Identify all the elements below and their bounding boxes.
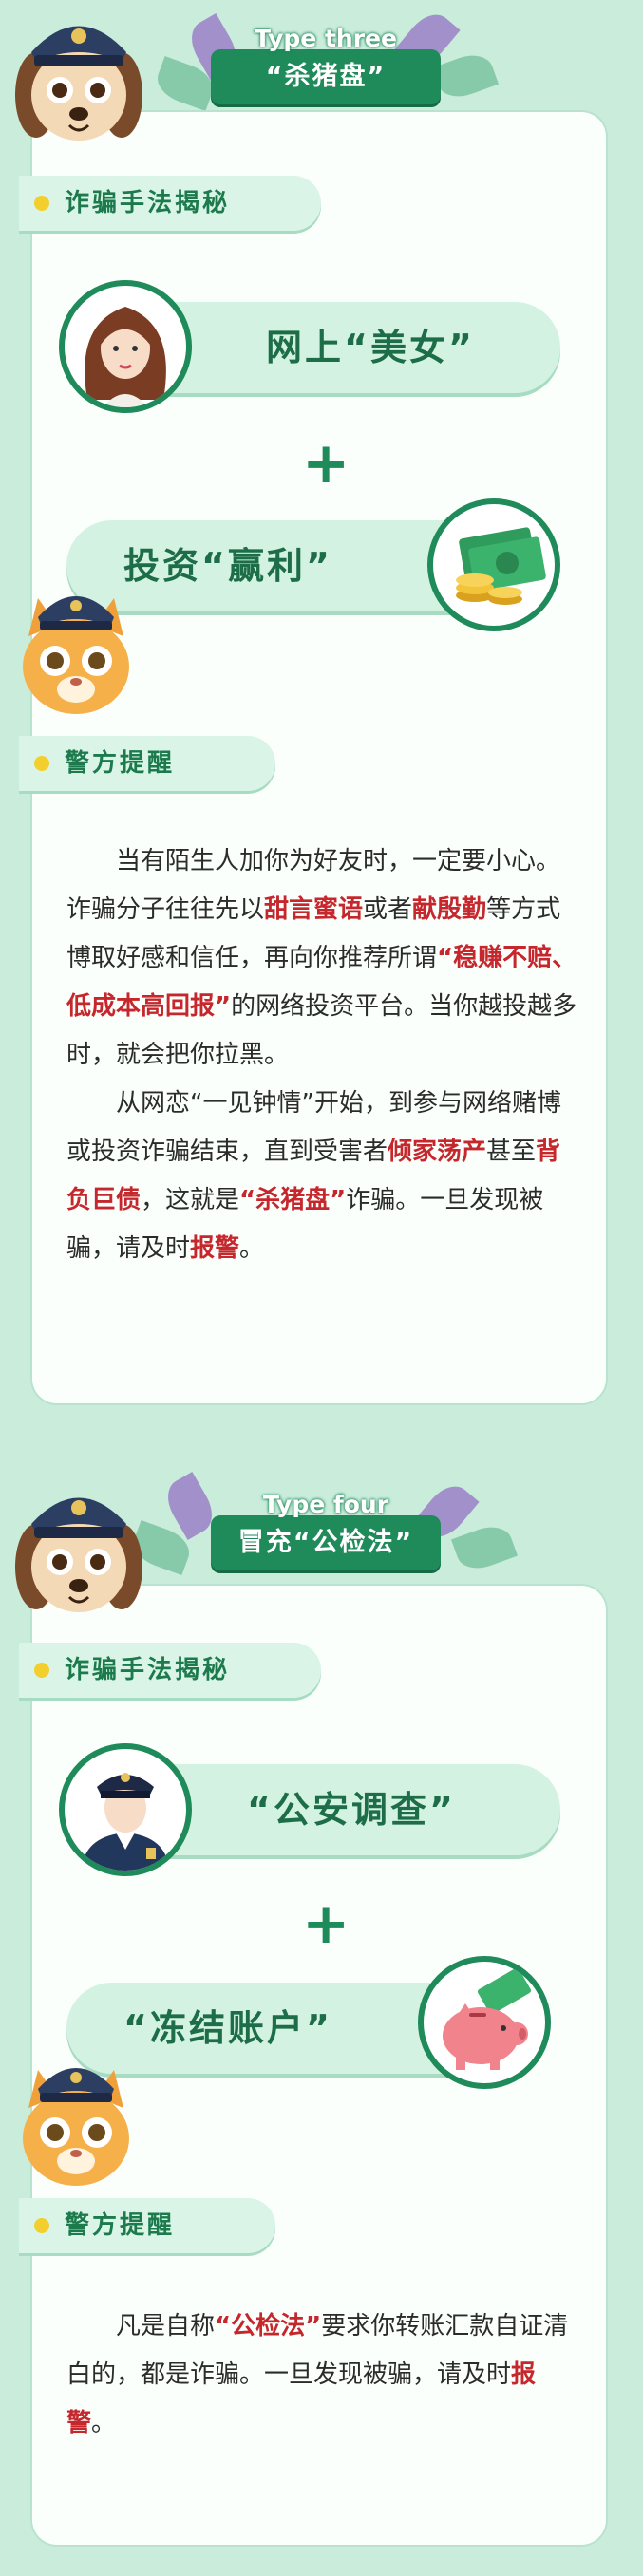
body-text-run: 凡是自称 xyxy=(116,2312,216,2341)
section-header: Type three “杀猪盘” xyxy=(211,25,441,104)
pill-label: 网上“美女” xyxy=(266,327,475,368)
plus-sign: + xyxy=(302,430,350,497)
police-cat-mascot-icon xyxy=(23,2068,129,2186)
method-tag-label: 诈骗手法揭秘 xyxy=(65,1656,231,1684)
highlight-text: “公检法” xyxy=(215,2312,322,2341)
section-title: 冒充“公检法” xyxy=(237,1528,414,1557)
police-dog-mascot-icon xyxy=(15,1497,142,1612)
highlight-text: “杀猪盘” xyxy=(239,1186,347,1214)
police-officer-icon xyxy=(59,1743,192,1876)
woman-avatar-icon xyxy=(59,280,192,413)
type-label: Type four xyxy=(262,1491,389,1518)
section-header: Type four 冒充“公检法” xyxy=(211,1491,441,1570)
warning-paragraph-1: 当有陌生人加你为好友时，一定要小心。诈骗分子往往先以甜言蜜语或者献殷勤等方式博取… xyxy=(66,837,579,1080)
bullet-dot-icon xyxy=(34,196,49,211)
warning-body: 凡是自称“公检法”要求你转账汇款自证清白的，都是诈骗。一旦发现被骗，请及时报警。 xyxy=(66,2303,579,2448)
body-text-run: 。 xyxy=(239,1234,265,1263)
warning-tag: 警方提醒 xyxy=(19,736,275,791)
body-text-run: 诈骗。一旦发现被骗，请及时 xyxy=(66,1186,544,1263)
bullet-dot-icon xyxy=(34,2218,49,2233)
bullet-dot-icon xyxy=(34,1663,49,1678)
body-text-run: 从网恋“一见钟情”开始，到参与网络赌博或投资诈骗结束，直到受害者 xyxy=(66,1089,561,1166)
highlight-text: 背负巨债 xyxy=(66,1138,561,1214)
type-label: Type three xyxy=(255,25,397,52)
plus-sign: + xyxy=(302,1890,350,1957)
decor-leaf xyxy=(431,47,500,104)
pill-label: 投资“赢利” xyxy=(123,545,332,587)
warning-tag: 警方提醒 xyxy=(19,2198,275,2253)
warning-tag-label: 警方提醒 xyxy=(65,2211,176,2240)
warning-paragraph-1: 凡是自称“公检法”要求你转账汇款自证清白的，都是诈骗。一旦发现被骗，请及时报警。 xyxy=(66,2303,579,2448)
body-text-run: 当有陌生人加你为好友时，一定要小心。诈骗分子往往先以 xyxy=(66,847,561,924)
highlight-text: 报警 xyxy=(66,2360,537,2437)
highlight-text: 倾家荡产 xyxy=(388,1138,487,1166)
pill-label: “公安调查” xyxy=(247,1789,456,1831)
warning-tag-label: 警方提醒 xyxy=(65,749,176,778)
body-text-run: 要求你转账汇款自证清白的，都是诈骗。一旦发现被骗，请及时 xyxy=(66,2312,569,2389)
police-dog-mascot-icon xyxy=(15,26,142,141)
warning-paragraph-2: 从网恋“一见钟情”开始，到参与网络赌博或投资诈骗结束，直到受害者倾家荡产甚至背负… xyxy=(66,1080,579,1273)
highlight-text: 甜言蜜语 xyxy=(264,895,364,924)
body-text-run: 甚至 xyxy=(486,1138,537,1166)
money-coins-icon xyxy=(427,498,560,631)
body-text-run: ，这就是 xyxy=(141,1186,240,1214)
body-text-run: 等方式博取好感和信任，再向你推荐所谓 xyxy=(66,895,561,972)
highlight-text: “稳赚不赔、低成本高回报” xyxy=(66,944,577,1021)
section-title: “杀猪盘” xyxy=(265,62,387,91)
highlight-text: 献殷勤 xyxy=(412,895,487,924)
method-tag: 诈骗手法揭秘 xyxy=(19,176,321,231)
piggy-bank-icon xyxy=(418,1956,551,2089)
body-text-run: 。 xyxy=(91,2409,117,2437)
decor-leaf xyxy=(450,1519,519,1576)
pill-label: “冻结账户” xyxy=(123,2007,332,2049)
body-text-run: 的网络投资平台。当你越投越多时，就会把你拉黑。 xyxy=(66,992,577,1069)
section-type-three: Type three “杀猪盘” 诈骗手法揭秘 网上“美女” + xyxy=(15,6,606,1403)
highlight-text: 报警 xyxy=(190,1234,240,1263)
warning-body: 当有陌生人加你为好友时，一定要小心。诈骗分子往往先以甜言蜜语或者献殷勤等方式博取… xyxy=(66,837,579,1273)
body-text-run: 或者 xyxy=(363,895,413,924)
method-tag-label: 诈骗手法揭秘 xyxy=(65,189,231,217)
bullet-dot-icon xyxy=(34,756,49,771)
method-tag: 诈骗手法揭秘 xyxy=(19,1643,321,1698)
police-cat-mascot-icon xyxy=(23,596,129,714)
section-type-four: Type four 冒充“公检法” 诈骗手法揭秘 “公安调查” + xyxy=(0,1462,643,2576)
